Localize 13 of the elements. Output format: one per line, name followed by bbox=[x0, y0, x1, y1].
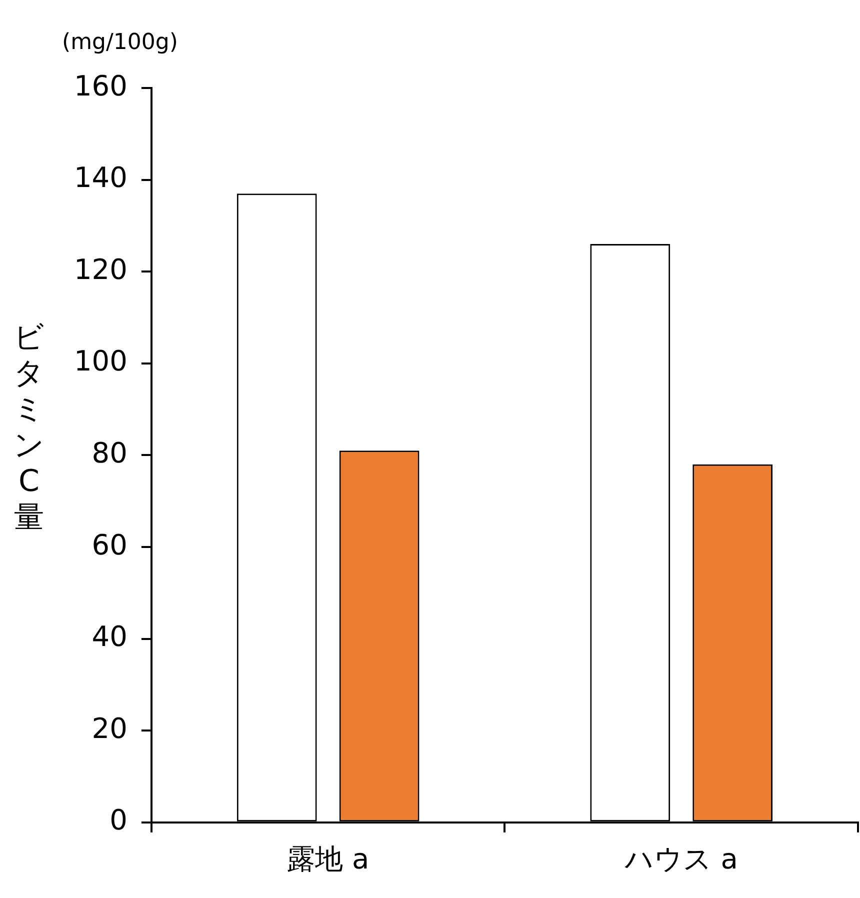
y-tick-label: 60 bbox=[92, 528, 128, 562]
y-axis-title: ビタミンC量 bbox=[12, 320, 46, 536]
y-tick-label: 120 bbox=[74, 252, 128, 286]
y-tick-label: 40 bbox=[92, 620, 128, 654]
y-tick-label: 80 bbox=[92, 436, 128, 470]
x-tick-label: ハウス a bbox=[624, 842, 738, 876]
y-tick-label: 0 bbox=[110, 804, 128, 837]
y-tick-label: 20 bbox=[92, 712, 128, 745]
y-tick-label: 160 bbox=[74, 69, 128, 102]
y-tick-label: 100 bbox=[74, 344, 128, 378]
text: (mg/100g) bbox=[62, 30, 178, 55]
x-tick-label: 露地 a bbox=[287, 842, 370, 876]
y-tick-label: 140 bbox=[74, 161, 128, 194]
